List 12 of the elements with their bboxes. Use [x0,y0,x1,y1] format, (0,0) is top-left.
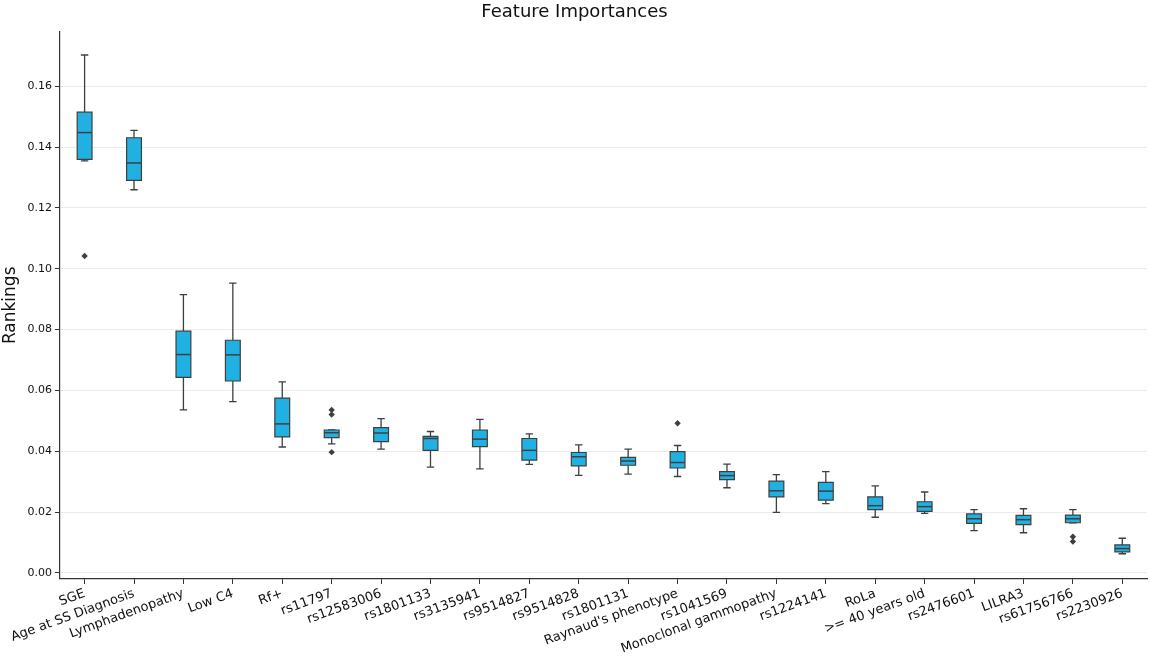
y-tick-label: 0.00 [27,565,52,579]
y-tick-label: 0.12 [27,200,52,214]
y-tick-label: 0.16 [27,79,52,93]
y-tick-label: 0.04 [27,444,52,458]
y-tick-label: 0.06 [27,383,52,397]
y-tick-label: 0.10 [27,261,52,275]
y-tick-label: 0.02 [27,504,52,518]
y-axis-title: Rankings [0,266,19,345]
y-tick-label: 0.14 [27,140,52,154]
x-tick-label: Low C4 [185,585,236,616]
chart-title: Feature Importances [481,0,668,22]
y-tick-label: 0.08 [27,322,52,336]
